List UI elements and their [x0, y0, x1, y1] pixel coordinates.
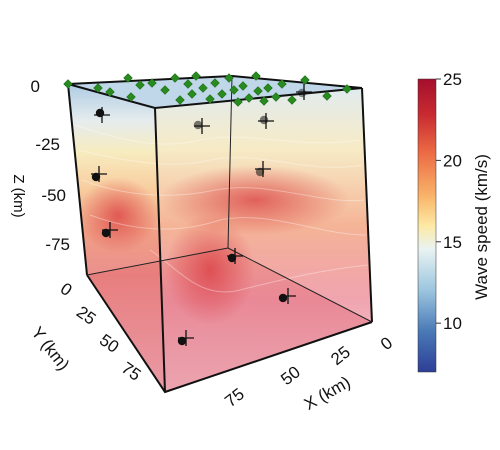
station-marker [135, 80, 145, 90]
z-tick-label: -50 [41, 186, 66, 205]
station-marker [238, 81, 248, 91]
station-marker [105, 87, 115, 97]
z-tick-label: -75 [45, 235, 70, 254]
box-edges [67, 74, 373, 394]
colorbar: 25 20 15 10 Wave speed (km/s) [417, 70, 491, 373]
station-marker [277, 79, 287, 89]
z-axis-label: Z (km) [10, 174, 27, 217]
colorbar-tick-label: 10 [443, 314, 462, 333]
station-marker [170, 73, 180, 83]
station-marker [187, 89, 197, 99]
station-marker [300, 75, 310, 85]
station-marker [63, 79, 73, 89]
station-marker [160, 85, 170, 95]
colorbar-tick-label: 15 [443, 233, 462, 252]
colorbar-tick-label: 25 [443, 70, 462, 89]
colorbar-gradient [417, 78, 437, 373]
station-marker [244, 93, 254, 103]
station-marker [229, 85, 239, 95]
colorbar-label: Wave speed (km/s) [472, 154, 491, 300]
station-marker [123, 73, 133, 83]
colorbar-tick-label: 20 [443, 151, 462, 170]
source-marker [91, 172, 101, 182]
station-marker [322, 91, 332, 101]
source-marker [278, 293, 288, 303]
y-axis-label: Y (km) [28, 323, 74, 374]
volume-highspeed-zone [78, 177, 158, 253]
x-tick-label: 25 [327, 342, 354, 369]
station-marker [93, 83, 103, 93]
y-tick-label: 75 [118, 358, 144, 384]
station-marker [233, 97, 243, 107]
station-marker [183, 79, 193, 89]
y-tick-label: 0 [57, 279, 76, 300]
station-marker [205, 94, 215, 104]
station-marker [147, 78, 157, 88]
y-tick-label: 25 [73, 302, 99, 328]
x-tick-label: 75 [221, 384, 248, 411]
z-tick-label: -25 [35, 135, 60, 154]
colorbar-ticks: 25 20 15 10 [436, 70, 462, 333]
station-marker [263, 83, 273, 93]
station-marker [287, 95, 297, 105]
box-hidden-edges [86, 75, 373, 323]
y-tick-label: 50 [96, 330, 122, 356]
source-marker [177, 336, 187, 346]
station-marker [217, 89, 227, 99]
station-marker [271, 92, 281, 102]
station-marker [191, 71, 201, 81]
source-marker [297, 88, 307, 98]
z-tick-label: 0 [31, 77, 40, 96]
station-marker [342, 84, 352, 94]
station-marker [259, 96, 269, 106]
station-marker [210, 78, 220, 88]
velocity-volume [68, 76, 372, 392]
cross-marker [296, 84, 312, 100]
station-marker [126, 92, 136, 102]
x-axis-label: X (km) [301, 372, 354, 413]
station-marker [224, 73, 234, 83]
station-marker [253, 86, 263, 96]
source-marker [101, 228, 111, 238]
x-tick-label: 50 [277, 362, 304, 389]
source-marker [227, 253, 237, 263]
source-marker [255, 167, 265, 177]
source-marker [259, 115, 269, 125]
volume-highspeed-zone [165, 215, 255, 325]
x-tick-label: 0 [377, 333, 396, 354]
z-axis: 0 -25 -50 -75 Z (km) [10, 77, 70, 254]
station-marker [175, 95, 185, 105]
source-marker [193, 120, 203, 130]
source-marker [95, 108, 105, 118]
station-marker [198, 83, 208, 93]
station-marker [251, 71, 261, 81]
